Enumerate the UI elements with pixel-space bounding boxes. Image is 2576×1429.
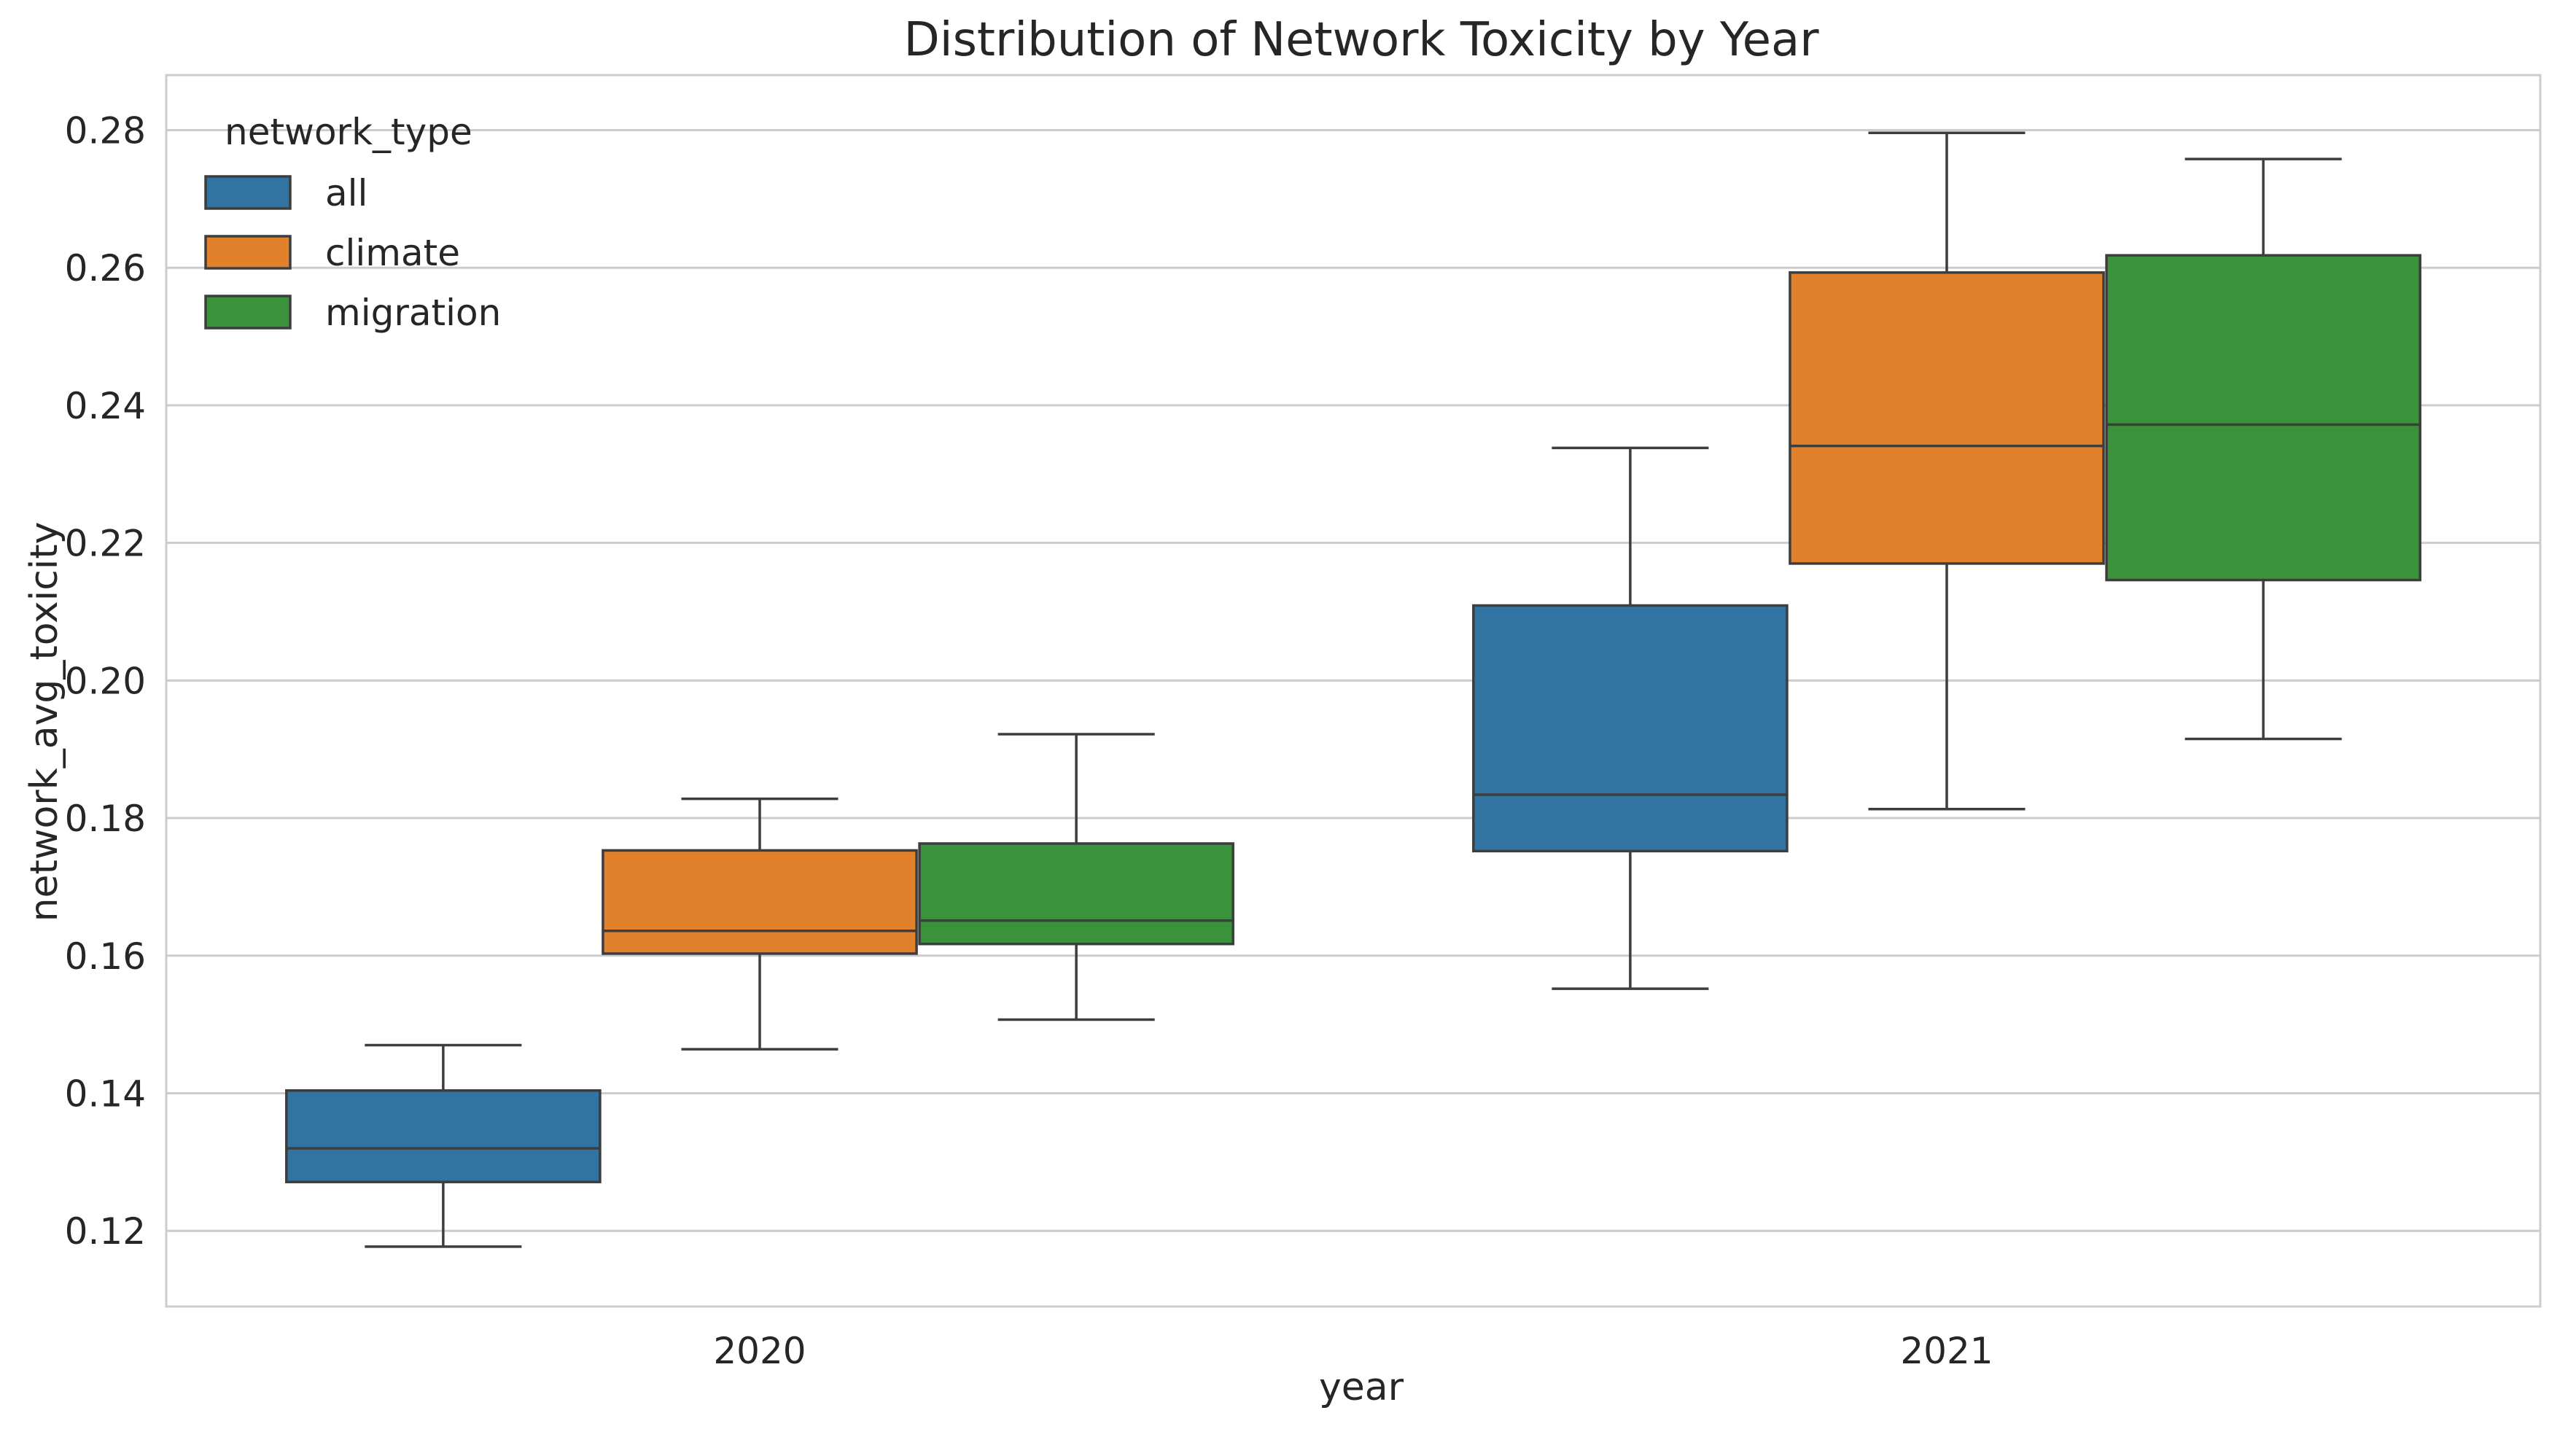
legend-label: migration [325, 292, 501, 334]
box-climate-2021 [1789, 131, 2105, 811]
legend-swatch [204, 175, 292, 210]
legend: network_type all climate migration [204, 111, 501, 334]
y-tick-label: 0.16 [65, 935, 146, 978]
box-body [2105, 254, 2421, 582]
y-tick-label: 0.18 [65, 798, 146, 840]
y-tick-labels: 0.12 0.14 0.16 0.18 0.20 0.22 0.24 0.26 0.28 [65, 109, 146, 1253]
y-tick-label: 0.28 [65, 109, 146, 152]
box-body [285, 1089, 602, 1183]
x-tick-labels: 2020 2021 [713, 1330, 1993, 1372]
y-axis-label: network_avg_toxicity [23, 522, 66, 922]
box-body [1472, 604, 1789, 853]
legend-swatch [204, 295, 292, 330]
box-migration-2020 [918, 733, 1234, 1021]
legend-items: all climate migration [204, 172, 501, 334]
legend-swatch [204, 235, 292, 270]
y-tick-label: 0.12 [65, 1210, 146, 1253]
box-groups [285, 131, 2421, 1248]
box-body [918, 842, 1234, 946]
y-tick-label: 0.24 [65, 385, 146, 427]
box-all-2021 [1472, 446, 1789, 990]
box-all-2020 [285, 1043, 602, 1248]
y-tick-label: 0.20 [65, 660, 146, 702]
y-tick-label: 0.26 [65, 247, 146, 289]
x-tick-label: 2020 [713, 1330, 806, 1372]
box-body [602, 849, 918, 955]
legend-label: climate [325, 232, 460, 274]
y-tick-label: 0.22 [65, 523, 146, 565]
legend-item-all: all [204, 172, 367, 214]
legend-item-climate: climate [204, 232, 460, 274]
y-tick-label: 0.14 [65, 1072, 146, 1115]
chart-title: Distribution of Network Toxicity by Year [904, 13, 1820, 67]
x-axis-label: year [1319, 1366, 1404, 1409]
legend-item-migration: migration [204, 292, 501, 334]
box-migration-2021 [2105, 157, 2421, 741]
legend-label: all [325, 172, 367, 214]
legend-title: network_type [225, 111, 472, 153]
x-tick-label: 2021 [1900, 1330, 1993, 1372]
box-climate-2020 [602, 797, 918, 1051]
plot-area-frame [165, 74, 2542, 1308]
box-body [1789, 271, 2105, 565]
